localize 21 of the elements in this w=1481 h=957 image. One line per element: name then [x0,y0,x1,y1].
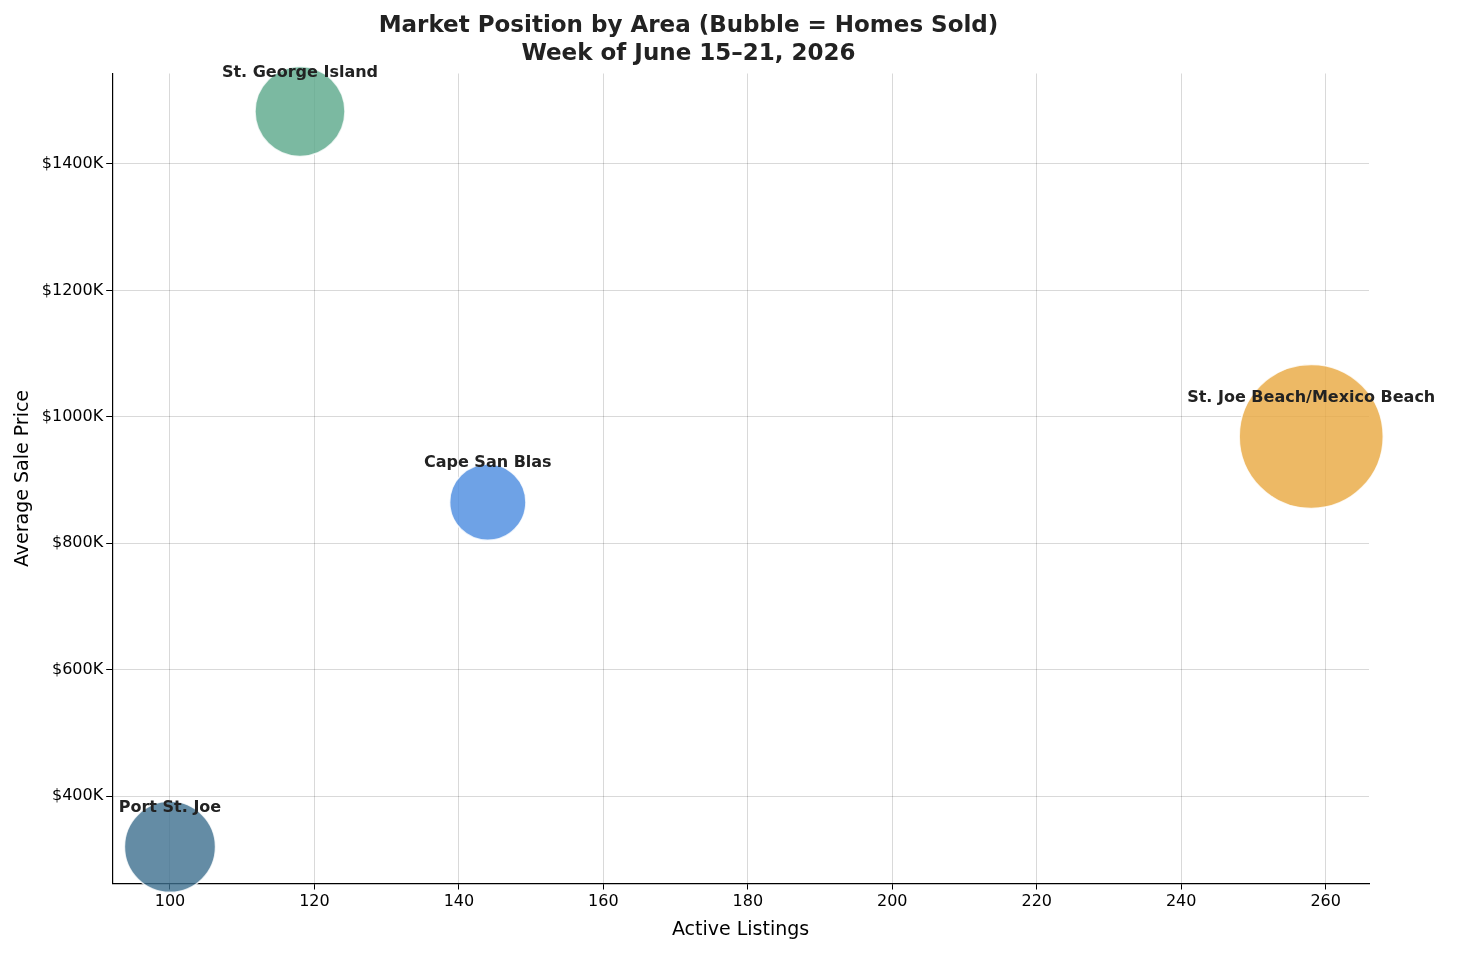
y-tick-label: $400K [51,785,104,805]
y-axis-title: Average Sale Price [10,389,33,568]
x-tick-label: 140 [443,891,475,911]
y-tick-label: $1200K [41,279,104,299]
x-tick-label: 200 [877,891,908,911]
y-tick-label: $600K [51,658,104,678]
series-label: Port St. Joe [118,796,222,816]
x-tick-label: 220 [1021,891,1053,911]
x-tick-label: 180 [732,891,764,911]
chart-subtitle: Week of June 15–21, 2026 [521,38,856,65]
chart-title: Market Position by Area (Bubble = Homes Sold) [378,11,999,38]
x-tick-label: 120 [299,891,330,911]
x-tick-label: 100 [154,891,186,911]
y-tick-label: $1400K [41,153,104,173]
x-tick-label: 160 [588,891,619,911]
y-tick-label: $1000K [41,406,104,426]
x-axis-title: Active Listings [671,917,810,940]
y-tick-label: $800K [51,532,104,552]
x-tick-label: 240 [1165,891,1197,911]
series-label: St. George Island [221,61,379,81]
x-tick-label: 260 [1310,891,1341,911]
